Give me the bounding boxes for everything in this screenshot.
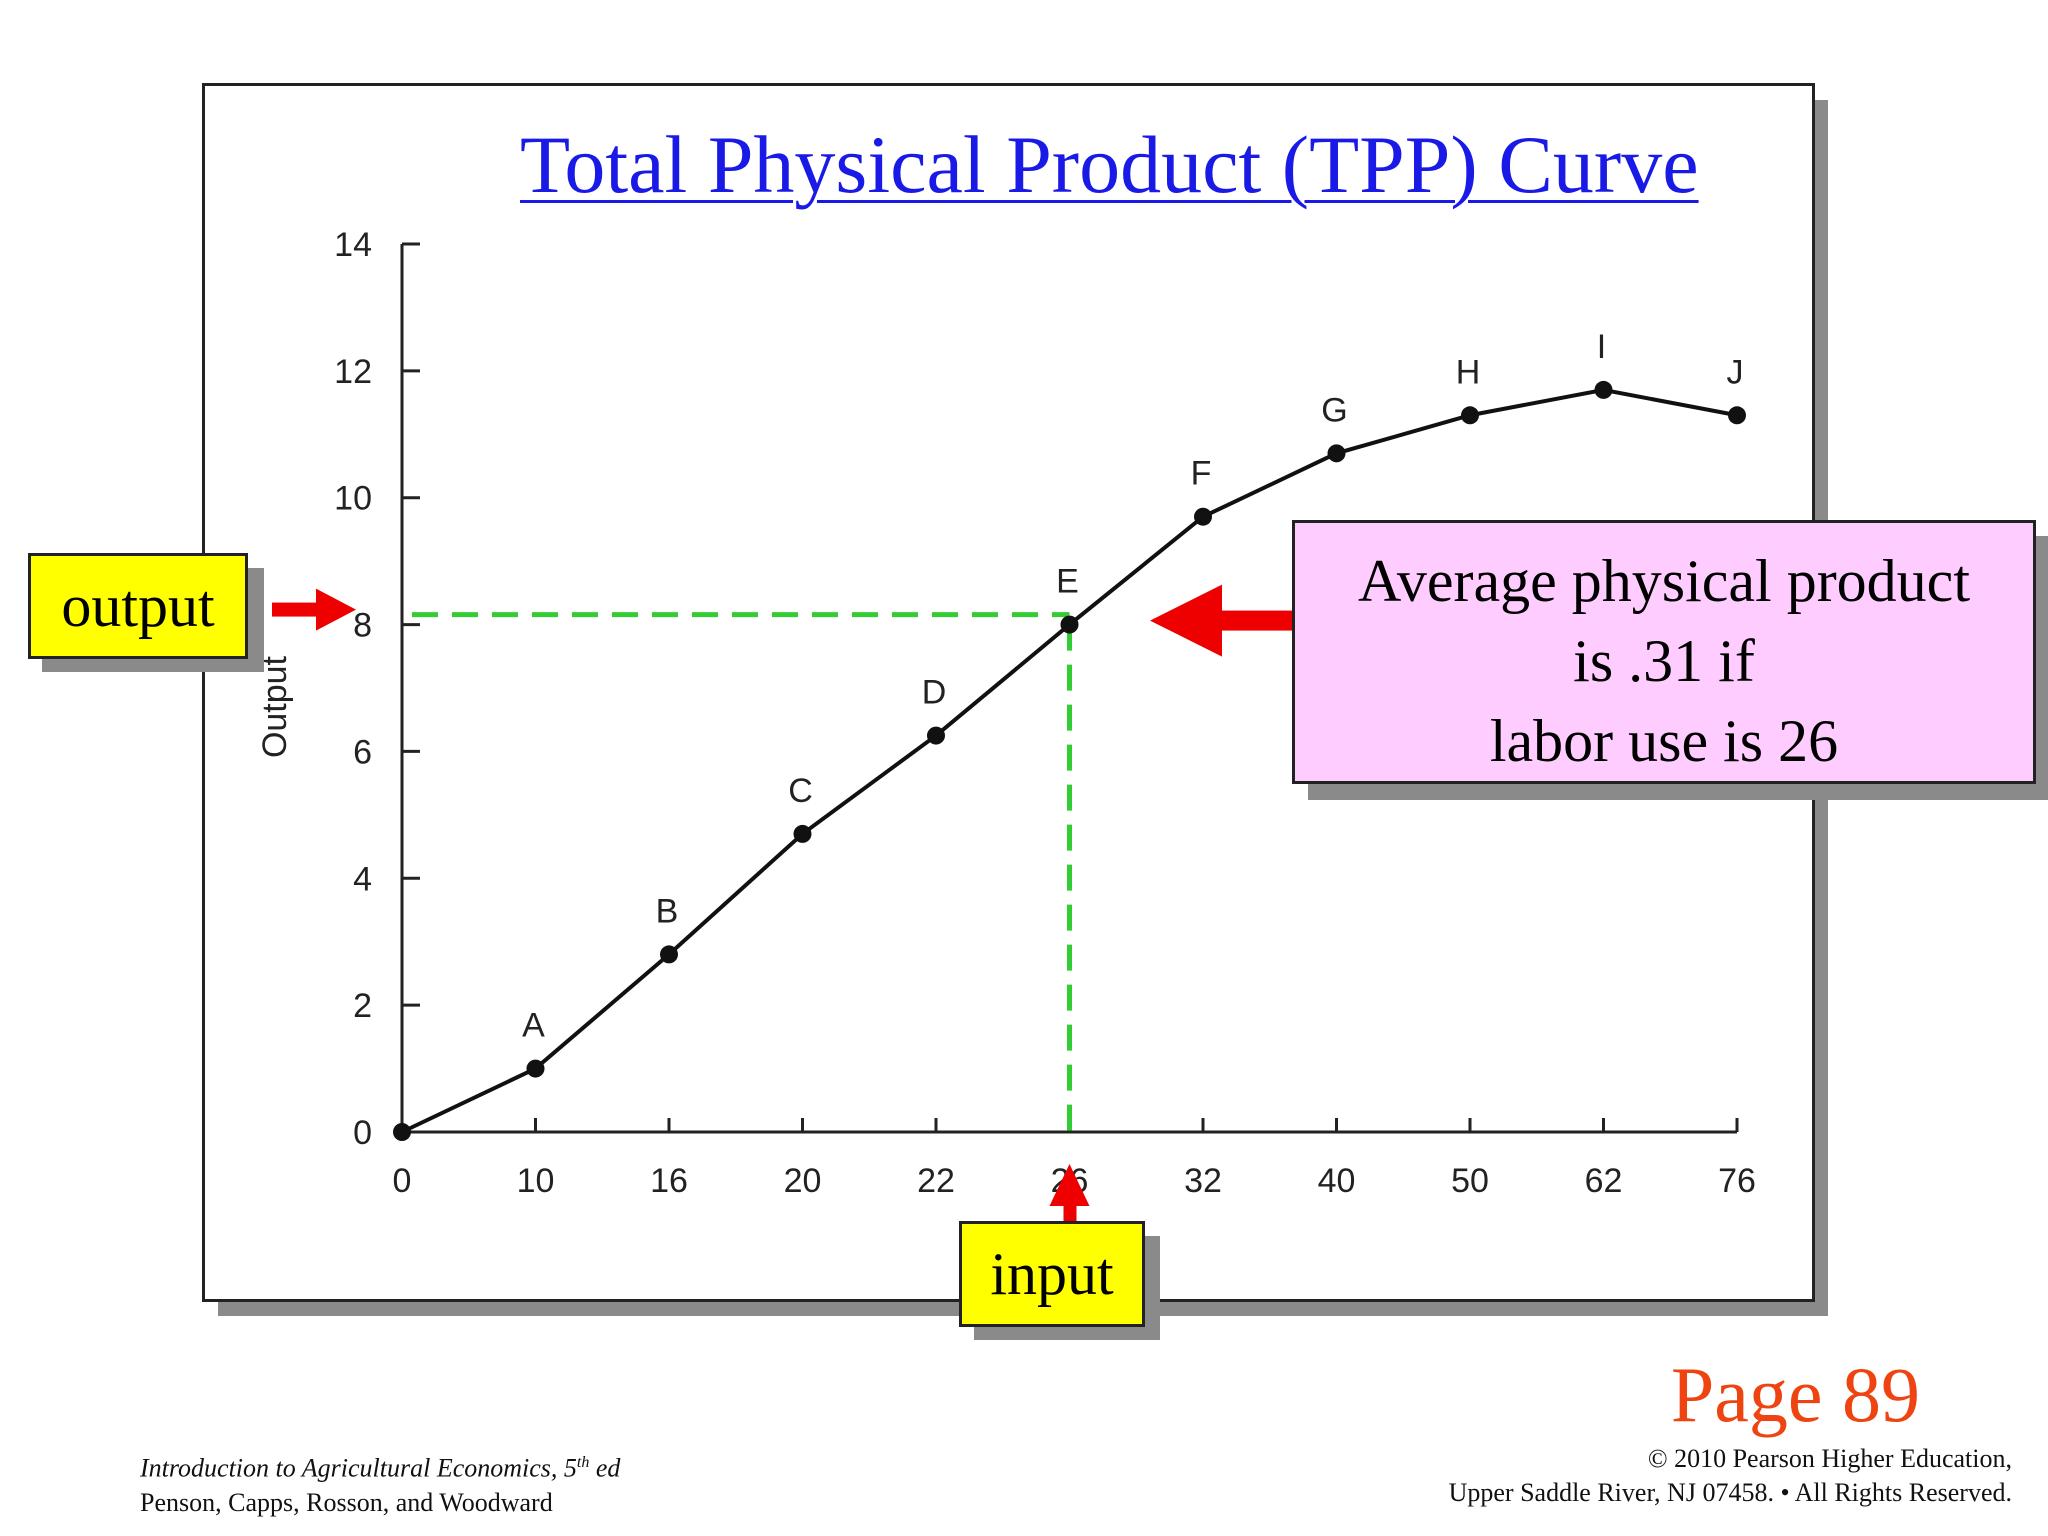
- y-tick-label: 10: [334, 480, 372, 518]
- output-arrow-head: [316, 588, 356, 631]
- average-product-callout: Average physical product is .31 if labor…: [1292, 520, 2036, 784]
- y-tick-label: 0: [353, 1114, 372, 1152]
- input-label: input: [959, 1221, 1145, 1327]
- point-label: J: [1727, 353, 1744, 391]
- footer-authors: Penson, Capps, Rosson, and Woodward: [140, 1487, 553, 1517]
- data-point: [526, 1059, 545, 1078]
- x-tick-label: 0: [393, 1162, 412, 1200]
- data-point: [1461, 406, 1479, 425]
- callout-line-3: labor use is 26: [1489, 708, 1839, 774]
- y-tick-label: 6: [353, 733, 372, 771]
- data-point: [1194, 507, 1212, 526]
- data-point: [393, 1123, 411, 1141]
- x-tick-label: 62: [1585, 1162, 1623, 1200]
- data-point: [1728, 406, 1746, 425]
- data-point: [1594, 380, 1613, 399]
- x-tick-label: 20: [784, 1162, 822, 1200]
- footer-book-title: Introduction to Agricultural Economics, …: [140, 1453, 621, 1483]
- point-label: E: [1056, 563, 1079, 601]
- data-point: [793, 824, 812, 843]
- footer-citation: Introduction to Agricultural Economics, …: [140, 1446, 620, 1520]
- y-tick-label: 12: [334, 353, 372, 391]
- output-label: output: [28, 553, 248, 659]
- y-axis-title: Output: [256, 655, 294, 758]
- dashed-guides: [412, 612, 1072, 1132]
- point-label: D: [922, 674, 947, 712]
- point-label: I: [1597, 328, 1606, 366]
- footer-copyright-line-1: © 2010 Pearson Higher Education,: [1647, 1444, 2012, 1473]
- callout-line-2: is .31 if: [1573, 628, 1755, 694]
- annotation-arrows: [272, 584, 1296, 1260]
- tpp-series: A B C D E F G H I J: [393, 328, 1746, 1141]
- chart-title: Total Physical Product (TPP) Curve: [520, 119, 1699, 210]
- point-label: B: [656, 892, 679, 930]
- x-tick-label: 50: [1451, 1162, 1489, 1200]
- data-point: [1327, 444, 1346, 463]
- data-point: [927, 726, 945, 745]
- x-tick-label: 22: [917, 1162, 955, 1200]
- footer-copyright-line-2: Upper Saddle River, NJ 07458. • All Righ…: [1448, 1478, 2012, 1507]
- callout-arrow-shaft: [1220, 610, 1296, 631]
- callout-line-1: Average physical product: [1358, 548, 1970, 614]
- output-arrow-shaft: [272, 602, 316, 617]
- data-point: [1060, 615, 1079, 634]
- footer-copyright: © 2010 Pearson Higher Education, Upper S…: [1449, 1442, 2012, 1510]
- x-tick-label: 16: [650, 1162, 688, 1200]
- point-label: G: [1321, 391, 1347, 429]
- y-tick-label: 2: [353, 987, 372, 1025]
- y-tick-label: 8: [353, 607, 372, 645]
- point-label: C: [788, 772, 813, 810]
- x-tick-label: 10: [517, 1162, 555, 1200]
- y-tick-label: 4: [353, 860, 372, 898]
- data-point: [660, 945, 678, 964]
- callout-arrow-head: [1150, 584, 1222, 657]
- page-number: Page 89: [1670, 1351, 1920, 1438]
- x-tick-label: 76: [1718, 1162, 1756, 1200]
- x-tick-label: 32: [1184, 1162, 1222, 1200]
- y-tick-label: 14: [334, 226, 372, 264]
- point-label: F: [1191, 455, 1212, 493]
- input-arrow-head: [1049, 1164, 1090, 1206]
- x-tick-label: 40: [1318, 1162, 1356, 1200]
- point-label: H: [1456, 353, 1481, 391]
- point-label: A: [522, 1007, 545, 1045]
